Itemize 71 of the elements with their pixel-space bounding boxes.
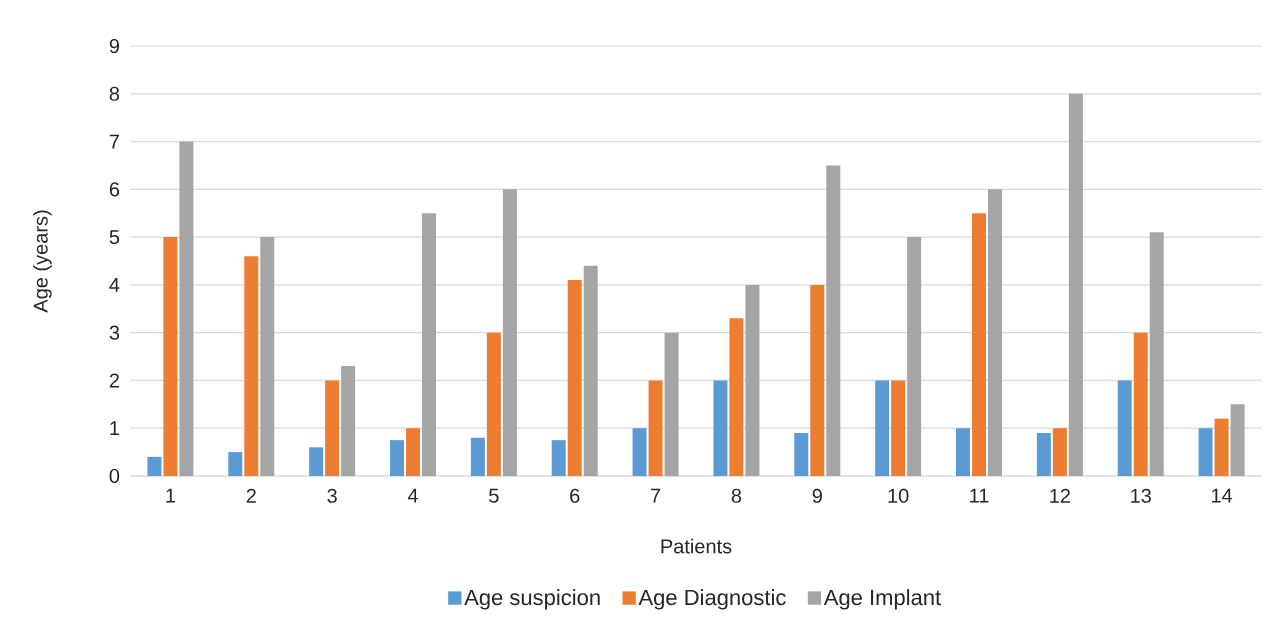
x-tick-label: 2	[246, 488, 256, 503]
bar	[228, 452, 243, 476]
bar	[486, 332, 501, 476]
bar	[1198, 428, 1213, 476]
bar	[729, 318, 744, 476]
bar	[422, 213, 437, 476]
bar	[1036, 432, 1051, 476]
bar	[972, 213, 986, 476]
bar	[244, 256, 259, 476]
legend-label: Age Implant	[823, 589, 941, 610]
x-tick-label: 13	[1131, 488, 1151, 503]
y-tick-label: 1	[110, 421, 119, 436]
bar	[1133, 332, 1148, 476]
x-tick-label: 12	[1050, 488, 1070, 503]
bar	[502, 189, 517, 476]
bar	[567, 280, 582, 476]
bar	[875, 380, 890, 476]
x-axis-title: Patients	[661, 538, 732, 554]
y-tick-label: 4	[109, 278, 120, 292]
bar	[1052, 428, 1067, 476]
bar	[470, 437, 485, 476]
x-tick-label: 8	[731, 488, 742, 503]
y-tick-label: 0	[109, 468, 120, 484]
y-tick-label: 9	[109, 38, 119, 54]
bar	[1149, 232, 1164, 476]
bar	[1068, 93, 1083, 476]
bar	[1214, 418, 1229, 476]
bar	[406, 428, 421, 476]
bar	[179, 141, 194, 476]
x-tick-label: 10	[888, 488, 909, 503]
bar	[551, 440, 566, 476]
x-tick-label: 3	[327, 488, 337, 503]
bar	[341, 366, 356, 476]
x-tick-label: 6	[570, 488, 580, 503]
bar	[309, 447, 324, 476]
x-tick-label: 9	[812, 488, 822, 503]
x-tick-label: 4	[407, 488, 418, 503]
bar	[956, 428, 970, 476]
bar	[988, 189, 1002, 476]
bar	[664, 332, 679, 476]
bar	[1230, 404, 1245, 476]
legend-label: Age suspicion	[464, 589, 600, 610]
bar	[147, 456, 162, 476]
bar	[745, 284, 760, 476]
bar	[583, 265, 598, 476]
bar	[325, 380, 340, 476]
bar	[1117, 380, 1132, 476]
y-tick-label: 2	[109, 373, 119, 388]
bar	[826, 165, 841, 476]
bar	[390, 440, 405, 476]
bar	[632, 428, 647, 476]
bar	[907, 237, 922, 476]
legend-label: Age Diagnostic	[638, 589, 786, 610]
y-axis-title: Age (years)	[33, 210, 52, 313]
y-tick-label: 5	[109, 230, 120, 245]
y-tick-label: 8	[109, 86, 120, 101]
x-tick-label: 14	[1211, 488, 1233, 503]
x-tick-label: 7	[651, 488, 661, 503]
bar	[794, 432, 809, 476]
y-tick-label: 6	[109, 182, 120, 197]
x-tick-label: 5	[489, 488, 499, 503]
y-tick-label: 7	[109, 134, 119, 149]
bar	[810, 284, 825, 476]
bar	[648, 380, 663, 476]
bar	[260, 237, 275, 476]
bar	[713, 380, 728, 476]
y-tick-label: 3	[109, 325, 120, 340]
x-tick-label: 1	[166, 488, 176, 503]
bar	[163, 237, 178, 476]
x-tick-label: 11	[970, 488, 989, 503]
bar	[891, 380, 906, 476]
